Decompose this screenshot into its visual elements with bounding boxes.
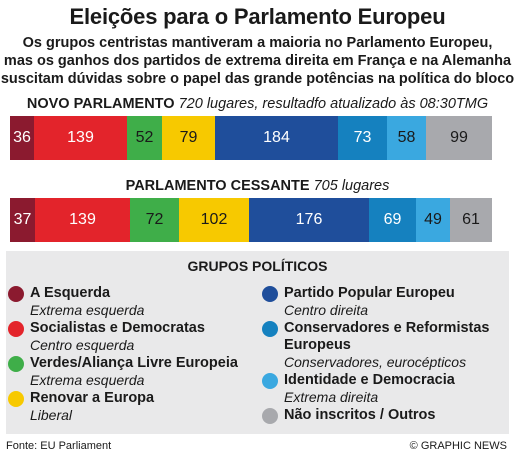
seat-value-label: 139	[69, 211, 96, 228]
legend-column-right: Partido Popular Europeu Centro direita C…	[262, 285, 515, 425]
legend-item-nao-inscritos: Não inscritos / Outros	[262, 407, 515, 424]
seat-segment: 99	[426, 116, 492, 160]
legend-description: Extrema esquerda	[30, 302, 145, 318]
legend-name: Conservadores e Reformistas Europeus	[284, 320, 490, 353]
seat-segment: 61	[450, 198, 492, 242]
subtitle-line: suscitam dúvidas sobre o papel das grand…	[0, 71, 515, 87]
seat-segment: 79	[162, 116, 215, 160]
legend-item-conservadores: Conservadores e Reformistas Europeus Con…	[262, 320, 515, 371]
seat-value-label: 36	[13, 129, 31, 146]
seat-segment: 72	[130, 198, 179, 242]
seat-value-label: 58	[397, 129, 416, 146]
legend-item-a-esquerda: A Esquerda Extrema esquerda	[8, 285, 238, 319]
subtitle-line: mas os ganhos dos partidos de extrema di…	[3, 53, 512, 69]
seat-value-label: 176	[295, 211, 323, 228]
outgoing-parliament-seat-bar: 37 139 72 102 176 69 49 61	[10, 198, 492, 242]
color-dot-icon	[262, 408, 278, 424]
color-dot-icon	[8, 286, 24, 302]
legend-name: Identidade e Democracia	[284, 372, 455, 388]
seat-value-label: 73	[353, 129, 372, 146]
legend-description: Centro esquerda	[30, 337, 135, 353]
legend-item-ppe: Partido Popular Europeu Centro direita	[262, 285, 515, 319]
seat-segment: 69	[369, 198, 416, 242]
seat-segment: 36	[10, 116, 34, 160]
color-dot-icon	[8, 321, 24, 337]
color-dot-icon	[8, 356, 24, 372]
outgoing-parliament-heading: PARLAMENTO CESSANTE 705 lugares	[0, 178, 515, 194]
legend-column-left: A Esquerda Extrema esquerda Socialistas …	[8, 285, 238, 425]
legend-description: Liberal	[30, 407, 73, 423]
legend-name: Partido Popular Europeu	[284, 285, 455, 301]
seat-value-label: 69	[383, 211, 402, 228]
seat-value-label: 102	[200, 211, 228, 228]
legend-item-verdes: Verdes/Aliança Livre Europeia Extrema es…	[8, 355, 238, 389]
seat-segment: 52	[127, 116, 162, 160]
seat-value-label: 37	[13, 211, 32, 228]
seat-value-label: 52	[135, 129, 154, 146]
legend-description: Conservadores, eurocépticos	[284, 354, 467, 370]
new-parliament-heading: NOVO PARLAMENTO 720 lugares, resultadfo …	[0, 96, 515, 112]
legend-panel	[6, 251, 509, 434]
credit-note: © GRAPHIC NEWS	[409, 440, 507, 452]
subtitle: Os grupos centristas mantiveram a maiori…	[0, 34, 515, 88]
seat-value-label: 184	[263, 129, 290, 146]
seat-segment: 102	[179, 198, 249, 242]
seat-value-label: 61	[462, 211, 480, 228]
seat-segment: 139	[34, 116, 127, 160]
seat-segment: 184	[215, 116, 338, 160]
color-dot-icon	[262, 286, 278, 302]
seat-value-label: 79	[179, 129, 198, 146]
seat-segment: 176	[249, 198, 369, 242]
seat-value-label: 49	[424, 211, 442, 228]
legend-item-renovar: Renovar a Europa Liberal	[8, 390, 238, 424]
seat-segment: 37	[10, 198, 35, 242]
seat-segment: 58	[387, 116, 426, 160]
subtitle-line: Os grupos centristas mantiveram a maiori…	[22, 35, 493, 51]
page-title: Eleições para o Parlamento Europeu	[69, 4, 446, 29]
legend-description: Centro direita	[284, 302, 369, 318]
legend-name: Socialistas e Democratas	[30, 320, 205, 336]
outgoing-parliament-label: PARLAMENTO CESSANTE	[125, 178, 310, 194]
legend-item-identidade: Identidade e Democracia Extrema direita	[262, 372, 515, 406]
legend-title: GRUPOS POLÍTICOS	[187, 258, 328, 274]
seat-value-label: 139	[67, 129, 94, 146]
seat-value-label: 72	[145, 211, 164, 228]
source-note: Fonte: EU Parliament	[6, 440, 112, 452]
new-parliament-label: NOVO PARLAMENTO	[26, 96, 175, 112]
legend-description: Extrema esquerda	[30, 372, 145, 388]
new-parliament-seat-bar: 36 139 52 79 184 73 58 99	[10, 116, 492, 160]
seat-value-label: 99	[450, 129, 468, 146]
seat-segment: 73	[338, 116, 387, 160]
legend-name: A Esquerda	[30, 285, 111, 301]
outgoing-parliament-note: 705 lugares	[313, 178, 390, 194]
legend-description: Extrema direita	[284, 389, 379, 405]
color-dot-icon	[8, 391, 24, 407]
color-dot-icon	[262, 373, 278, 389]
seat-segment: 139	[35, 198, 130, 242]
legend-item-socialistas: Socialistas e Democratas Centro esquerda	[8, 320, 238, 354]
legend-name: Não inscritos / Outros	[284, 407, 436, 423]
seat-segment: 49	[416, 198, 450, 242]
legend-name: Renovar a Europa	[30, 390, 155, 406]
new-parliament-note: 720 lugares, resultadfo atualizado às 08…	[178, 96, 489, 112]
color-dot-icon	[262, 321, 278, 337]
legend-name: Verdes/Aliança Livre Europeia	[30, 355, 238, 371]
